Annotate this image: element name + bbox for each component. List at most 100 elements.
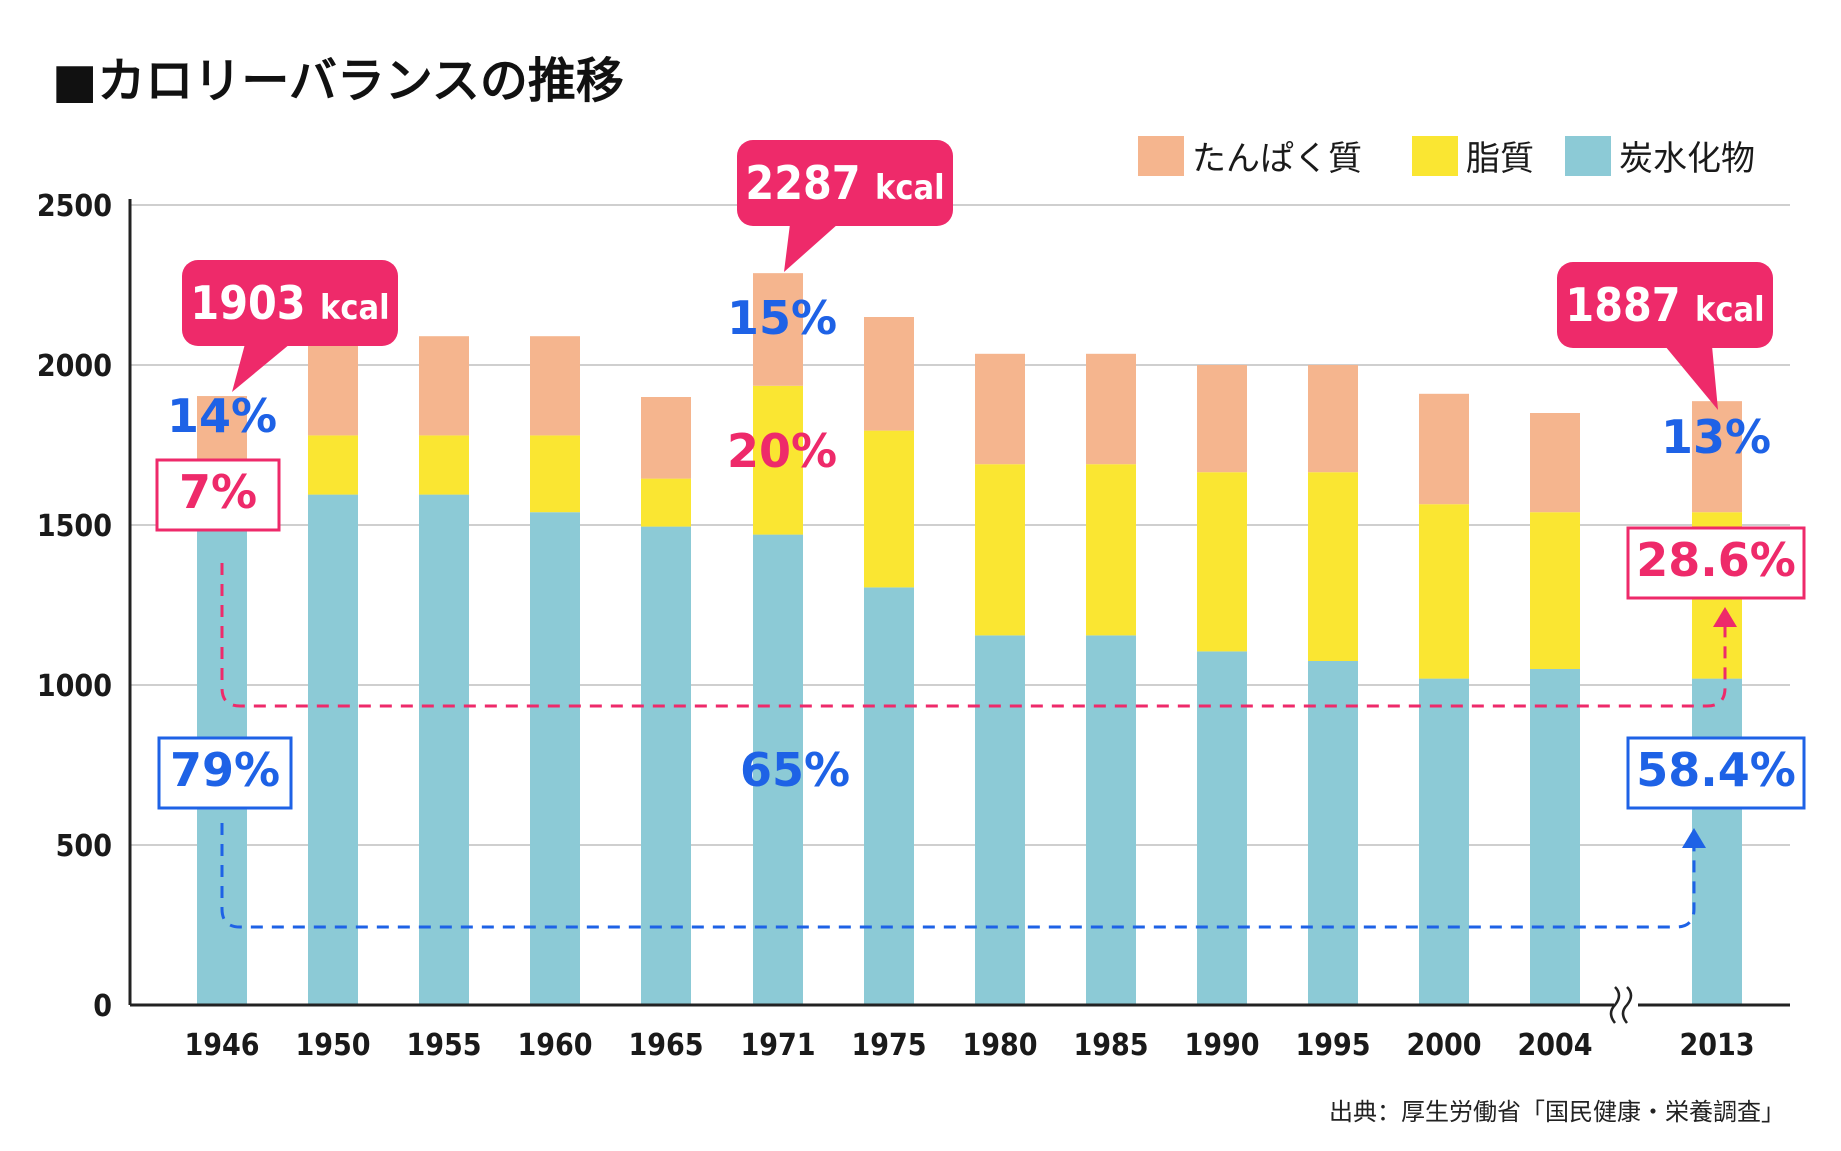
x-tick-label: 1980 [962, 1028, 1037, 1063]
y-tick-label: 1000 [37, 669, 112, 704]
bar-segment [1197, 365, 1247, 473]
axis-break-mark [1621, 986, 1633, 1024]
bar-segment [864, 430, 914, 588]
trend-arrow-line [220, 823, 1696, 929]
kcal-callouts: 1903 kcal 2287 kcal 1887 kcal [182, 140, 1773, 410]
legend-swatch [1565, 136, 1611, 176]
legend-swatch [1412, 136, 1458, 176]
trend-arrows [220, 563, 1737, 929]
bar-stack-group [197, 273, 1742, 1005]
percent-label: 7% [179, 465, 257, 519]
percent-label-box [1626, 526, 1806, 600]
percent-label: 79% [170, 743, 280, 797]
percent-label: 14% [167, 389, 277, 443]
kcal-callout: 1903 kcal [182, 260, 398, 392]
callout-value: 2287 kcal [745, 156, 944, 210]
callout-pointer [784, 224, 838, 272]
bar-segment [1419, 678, 1469, 1005]
x-tick-label: 1955 [406, 1028, 481, 1063]
bar-segment [1197, 651, 1247, 1005]
y-tick-label: 500 [56, 829, 112, 864]
bar-segment [1419, 393, 1469, 505]
x-tick-label: 1960 [517, 1028, 592, 1063]
x-tick-label: 1985 [1073, 1028, 1148, 1063]
x-tick-label: 1990 [1184, 1028, 1259, 1063]
trend-arrow-line [220, 563, 1727, 708]
bar-segment [530, 336, 580, 436]
bar-segment [641, 526, 691, 1005]
chart-legend: たんぱく質 脂質 炭水化物 [1138, 136, 1755, 179]
x-tick-label: 1975 [851, 1028, 926, 1063]
x-tick-label: 1946 [184, 1028, 259, 1063]
callout-bubble [182, 260, 398, 346]
bar-segment [419, 494, 469, 1005]
percent-label: 65% [740, 743, 850, 797]
bar-segment [530, 512, 580, 1005]
percent-labels: 14% 7% 79% 15% 20% 65% 13% 28.6% 58.4% [155, 291, 1806, 810]
legend-swatch [1138, 136, 1184, 176]
x-tick-label: 2000 [1406, 1028, 1481, 1063]
kcal-callout: 2287 kcal [737, 140, 953, 272]
bar-segment [1086, 353, 1136, 465]
trend-arrowhead [1682, 828, 1706, 848]
source-note: 出典：厚生労働省「国民健康・栄養調査」 [1329, 1098, 1785, 1126]
bar-segment [1308, 661, 1358, 1005]
percent-label-box [157, 736, 293, 810]
bar-segment [975, 635, 1025, 1005]
bar-segment [1530, 413, 1580, 513]
callout-value: 1903 kcal [190, 276, 389, 330]
percent-label: 15% [727, 291, 837, 345]
bar-segment [753, 273, 803, 386]
bar-segment [419, 435, 469, 495]
bar-segment [530, 435, 580, 513]
legend-label: 炭水化物 [1619, 139, 1755, 179]
x-tick-label: 1950 [295, 1028, 370, 1063]
percent-label: 20% [727, 424, 837, 478]
bar-segment [419, 336, 469, 436]
bar-segment [308, 336, 358, 436]
x-tick-label: 1965 [628, 1028, 703, 1063]
chart-title: ■カロリーバランスの推移 [52, 53, 624, 109]
callout-value: 1887 kcal [1565, 278, 1764, 332]
bar-segment [1530, 669, 1580, 1005]
bar-segment [975, 464, 1025, 636]
x-tick-label: 1971 [740, 1028, 815, 1063]
bar-segment [1308, 472, 1358, 661]
bar-segment [1692, 401, 1742, 513]
bar-segment [1086, 464, 1136, 636]
callout-bubble [737, 140, 953, 226]
legend-label: たんぱく質 [1192, 139, 1362, 179]
bar-segment [864, 317, 914, 431]
gridlines [130, 204, 1790, 846]
bar-segment [864, 587, 914, 1005]
axis-break-mark [1609, 986, 1621, 1024]
trend-arrowhead [1713, 607, 1737, 627]
y-tick-label: 1500 [37, 509, 112, 544]
x-tick-label: 2013 [1679, 1028, 1754, 1063]
bar-segment [308, 494, 358, 1005]
y-tick-label: 2000 [37, 349, 112, 384]
legend-label: 脂質 [1466, 139, 1534, 179]
bar-segment [753, 385, 803, 535]
bar-segment [308, 435, 358, 495]
percent-label: 58.4% [1636, 743, 1796, 797]
bar-segment [1419, 504, 1469, 679]
callout-pointer [1665, 346, 1718, 410]
kcal-callout: 1887 kcal [1557, 262, 1773, 410]
callout-pointer [232, 344, 290, 392]
percent-label: 28.6% [1636, 533, 1796, 587]
x-tick-label: 1995 [1295, 1028, 1370, 1063]
bar-segment [1308, 365, 1358, 473]
bar-segment [641, 397, 691, 479]
y-tick-label: 0 [93, 989, 112, 1024]
y-tick-label: 2500 [37, 189, 112, 224]
bar-segment [1197, 472, 1247, 652]
percent-label: 13% [1661, 410, 1771, 464]
bar-segment [975, 353, 1025, 465]
percent-label-box [155, 458, 281, 532]
y-axis: 0 500 1000 1500 2000 2500 [37, 189, 132, 1024]
percent-label-box [1626, 736, 1806, 810]
x-axis: 1946 1950 1955 1960 1965 1971 1975 1980 1985 1990… [130, 986, 1790, 1063]
x-tick-label: 2004 [1517, 1028, 1592, 1063]
